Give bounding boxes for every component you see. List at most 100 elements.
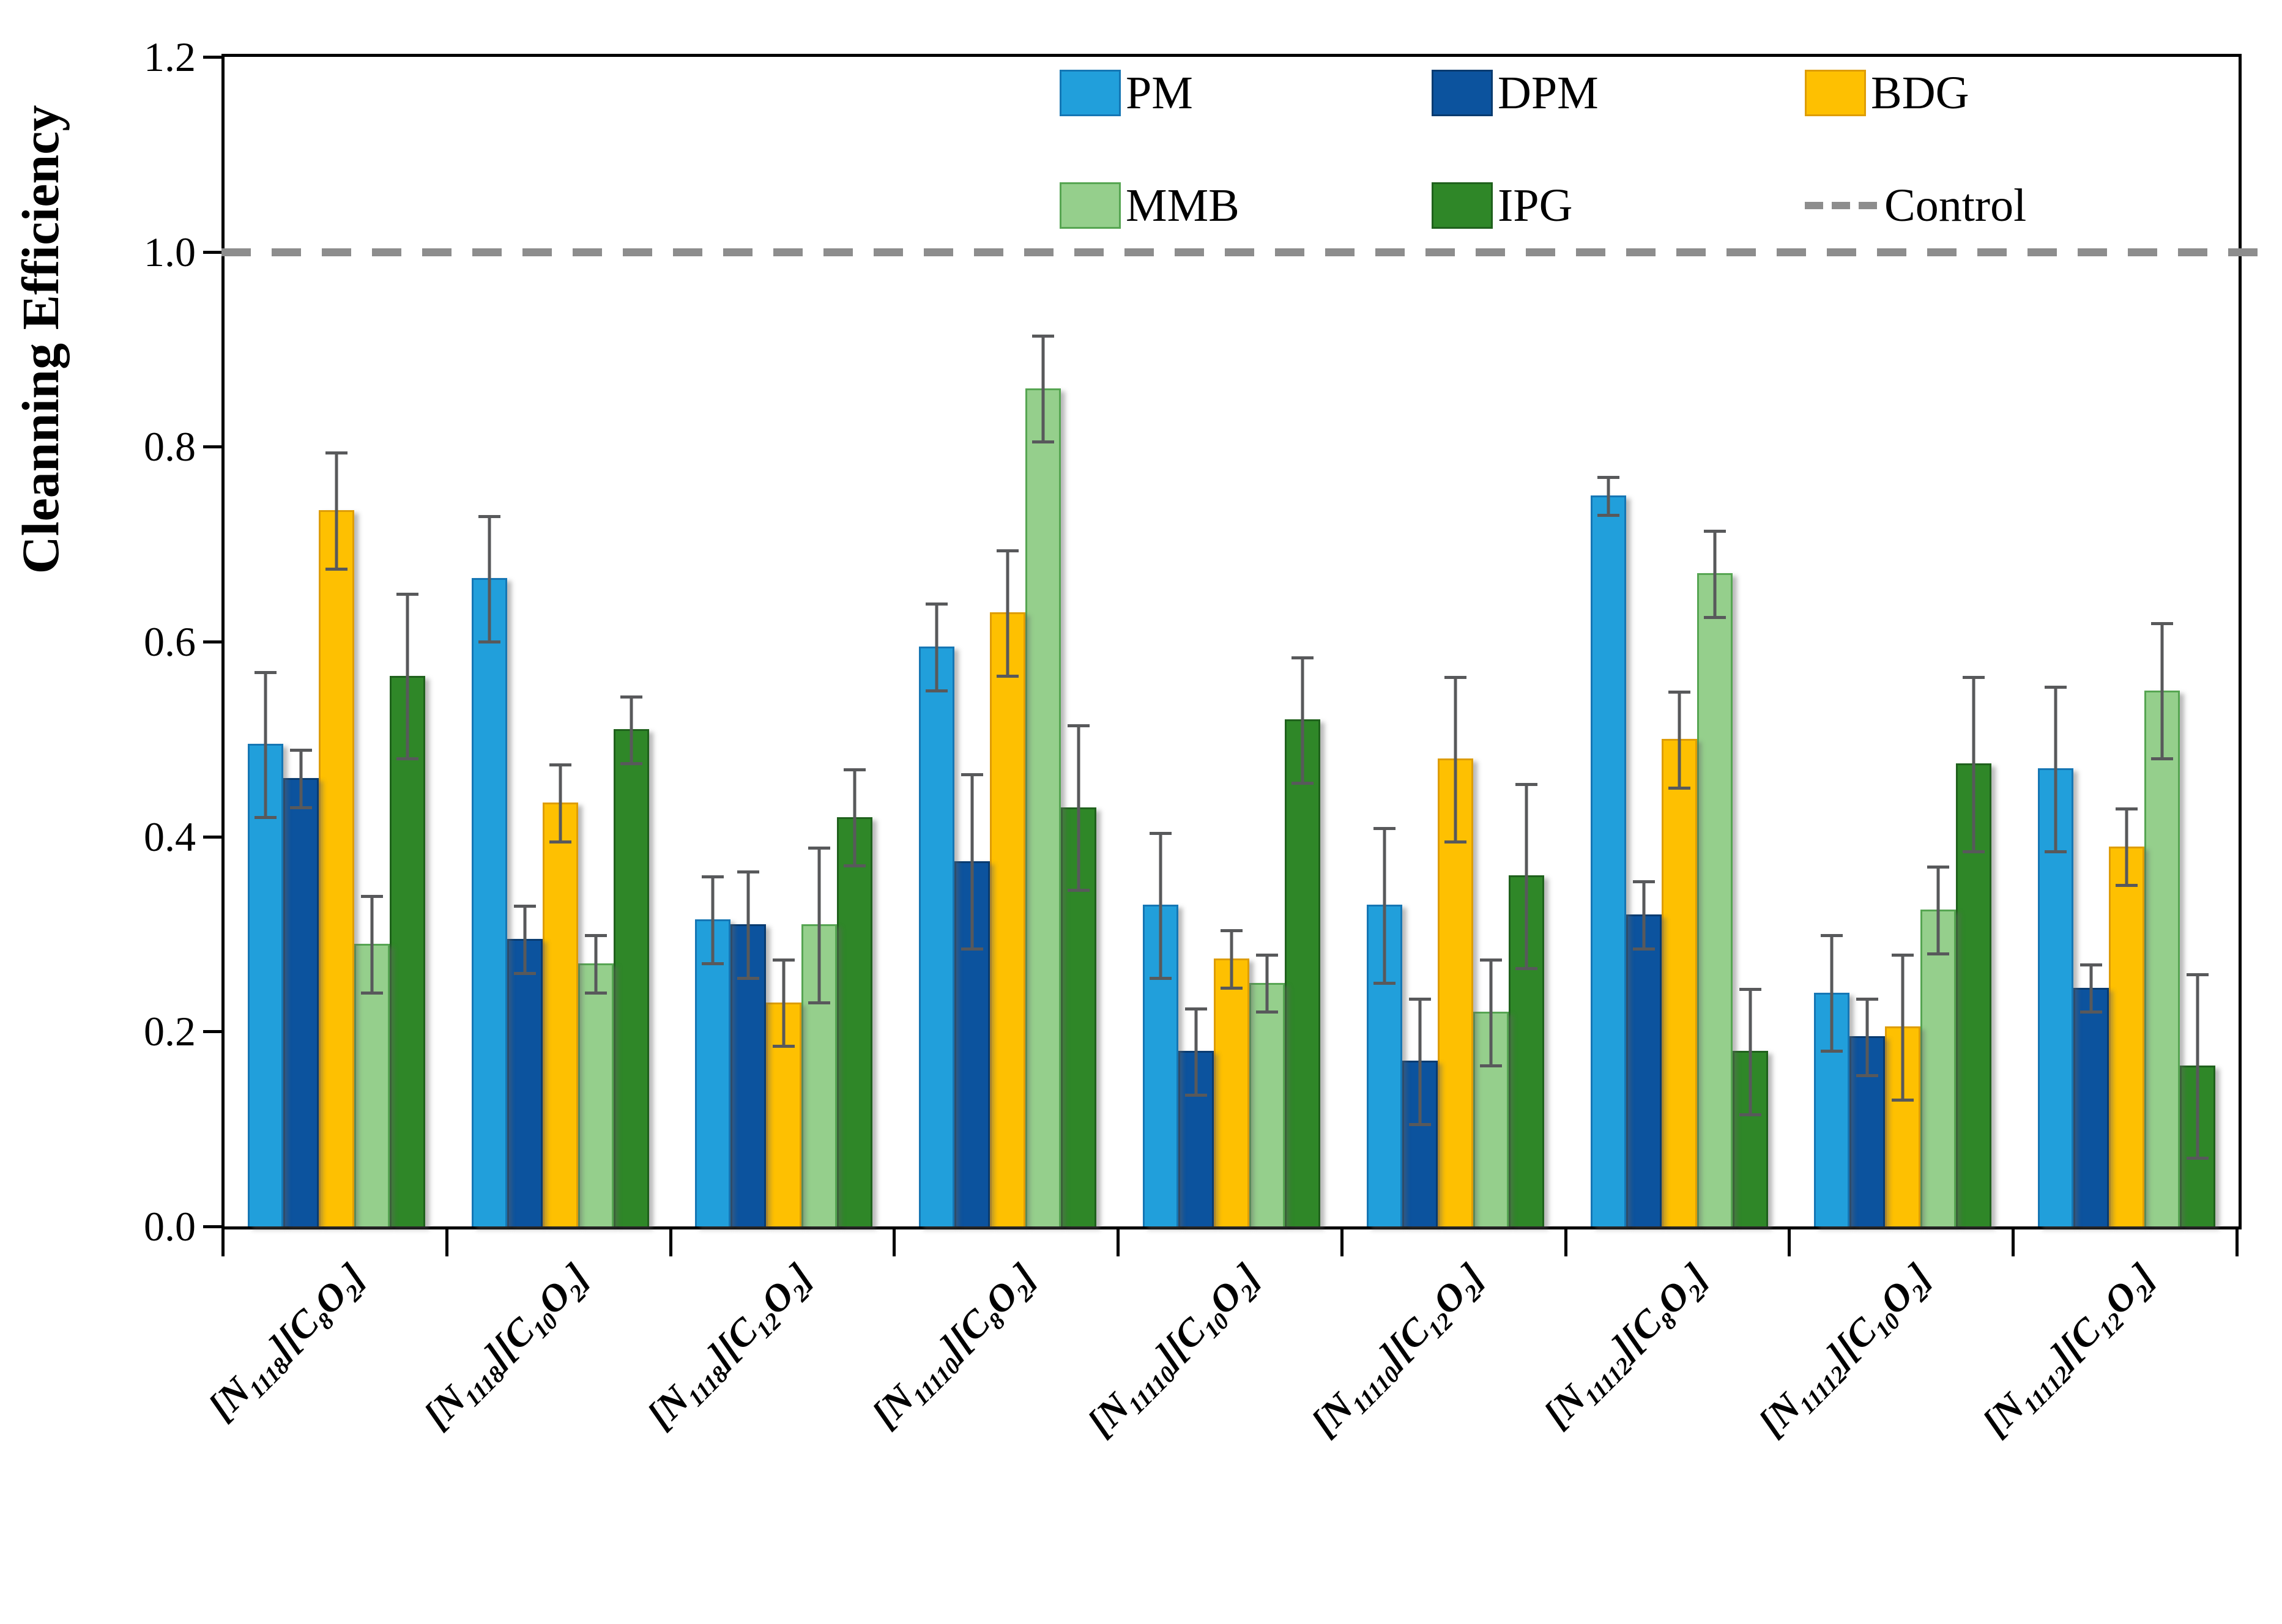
error-bar-cap-top	[1184, 1007, 1207, 1010]
bar-pm-8	[2038, 685, 2074, 1226]
error-bar-cap-bottom	[2116, 884, 2138, 888]
bar-ipg-1	[613, 695, 649, 1226]
y-tick	[203, 640, 221, 643]
legend-swatch-mmb	[1060, 182, 1121, 229]
x-tick	[1564, 1229, 1567, 1256]
bar-mmb-3	[1025, 335, 1061, 1226]
bar-mmb-5	[1473, 958, 1509, 1226]
error-bar	[1230, 929, 1233, 988]
legend-item-bdg: BDG	[1805, 69, 1969, 117]
error-bar	[299, 749, 303, 807]
bar-group-3	[896, 57, 1120, 1226]
bar-group-5	[1344, 57, 1567, 1226]
bar-mmb-4	[1249, 953, 1285, 1226]
legend-label-ipg: IPG	[1498, 180, 1573, 231]
error-bar-cap-bottom	[360, 991, 383, 995]
legend-swatch-dpm	[1432, 70, 1493, 116]
bar-mmb-8	[2144, 622, 2180, 1226]
bar-dpm-0	[283, 749, 319, 1226]
error-bar	[559, 763, 562, 842]
bar-dpm-6	[1626, 880, 1662, 1226]
error-bar-cap-top	[360, 895, 383, 899]
x-tick	[2012, 1229, 2015, 1256]
error-bar	[1525, 783, 1528, 968]
error-bar-cap-bottom	[773, 1045, 795, 1048]
bar-pm-3	[919, 603, 955, 1226]
bar-mmb-0	[354, 895, 390, 1226]
error-bar-cap-bottom	[961, 947, 984, 951]
bar-group-0	[225, 57, 448, 1226]
bar-pm-5	[1366, 826, 1402, 1226]
control-line	[221, 248, 2270, 256]
error-bar-cap-top	[396, 593, 418, 596]
error-bar-cap-top	[478, 514, 500, 518]
error-bar-cap-bottom	[1255, 1010, 1278, 1014]
error-bar	[2196, 973, 2199, 1159]
error-bar-cap-top	[1892, 953, 1914, 957]
error-bar	[746, 870, 750, 978]
legend-label-control: Control	[1884, 180, 2027, 231]
bar-ipg-0	[389, 593, 425, 1226]
legend-swatch-bdg	[1805, 70, 1866, 116]
bar-mmb-2	[801, 846, 838, 1226]
error-bar	[782, 958, 786, 1047]
error-bar	[1418, 997, 1422, 1124]
error-bar-cap-top	[584, 934, 607, 938]
error-bar-cap-bottom	[2151, 757, 2174, 761]
legend-item-ipg: IPG	[1432, 181, 1572, 230]
legend-item-control: Control	[1805, 181, 2026, 230]
error-bar	[1383, 826, 1386, 983]
error-bar-cap-top	[289, 749, 312, 752]
error-bar-cap-bottom	[808, 1001, 831, 1004]
error-bar-cap-bottom	[478, 640, 500, 643]
error-bar	[1607, 476, 1610, 515]
error-bar-cap-top	[961, 773, 984, 777]
bar-group-1	[448, 57, 672, 1226]
error-bar-cap-bottom	[1444, 840, 1466, 844]
error-bar-cap-bottom	[1515, 966, 1537, 970]
error-bar-cap-top	[1856, 997, 1879, 1001]
error-bar	[2125, 807, 2128, 886]
bar-bdg-0	[318, 451, 354, 1226]
error-bar-cap-bottom	[1068, 889, 1090, 892]
error-bar	[1865, 997, 1869, 1076]
error-bar-cap-top	[1479, 958, 1502, 962]
error-bar-cap-top	[926, 603, 948, 606]
bar-group-2	[672, 57, 896, 1226]
error-bar	[1830, 934, 1834, 1051]
bar-dpm-1	[507, 905, 543, 1226]
error-bar-cap-bottom	[396, 757, 418, 761]
error-bar-cap-top	[1597, 476, 1619, 480]
bar-pm-6	[1590, 476, 1626, 1226]
error-bar	[970, 773, 974, 949]
y-tick	[203, 56, 221, 59]
error-bar	[335, 451, 338, 569]
error-bar-cap-top	[254, 670, 277, 674]
bar-dpm-8	[2073, 963, 2109, 1226]
error-bar	[1006, 549, 1009, 676]
bar-group-8	[2015, 57, 2239, 1226]
error-bar-cap-bottom	[926, 689, 948, 692]
error-bar	[1301, 656, 1304, 784]
error-bar-cap-bottom	[2187, 1157, 2209, 1160]
y-tick	[203, 445, 221, 449]
error-bar	[1194, 1007, 1198, 1095]
x-tick	[1788, 1229, 1791, 1256]
error-bar	[1265, 953, 1269, 1012]
error-bar-cap-bottom	[1032, 440, 1055, 444]
error-bar	[1642, 880, 1646, 949]
error-bar-cap-bottom	[325, 567, 348, 571]
bar-bdg-8	[2109, 807, 2145, 1226]
error-bar-cap-top	[1373, 826, 1396, 830]
error-bar-cap-bottom	[1821, 1050, 1843, 1053]
error-bar-cap-top	[702, 875, 724, 879]
error-bar-cap-bottom	[2080, 1010, 2103, 1014]
error-bar-cap-top	[549, 763, 571, 767]
bar-ipg-3	[1061, 724, 1097, 1226]
error-bar	[406, 593, 409, 759]
legend-label-pm: PM	[1126, 67, 1193, 119]
error-bar-cap-bottom	[620, 762, 642, 766]
error-bar-cap-bottom	[289, 806, 312, 809]
y-tick-label: 0.8	[144, 423, 196, 470]
bar-ipg-7	[1956, 675, 1992, 1226]
